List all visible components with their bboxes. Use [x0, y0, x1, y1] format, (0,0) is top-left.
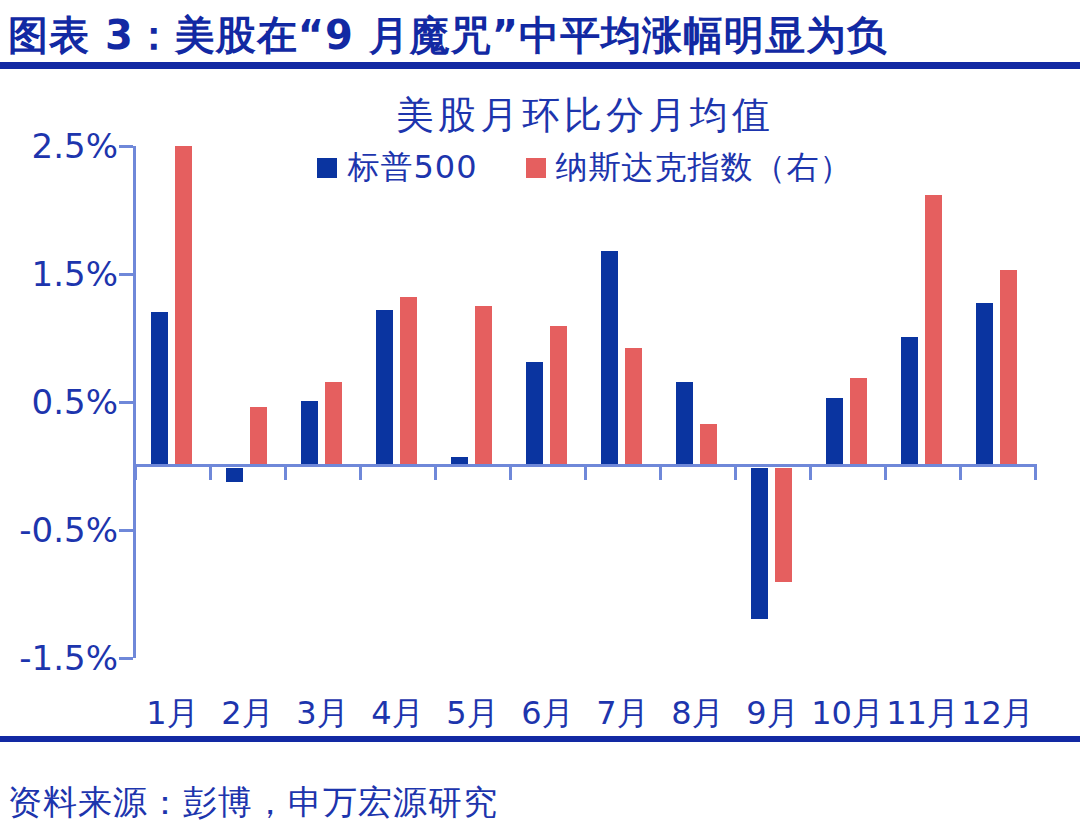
report-figure: 图表 3：美股在“9 月魔咒”中平均涨幅明显为负 美股月环比分月均值 标普500… — [0, 0, 1080, 832]
sp500-bar-2月 — [226, 468, 243, 482]
sp500-bar-7月 — [601, 251, 618, 466]
sp500-bar-3月 — [301, 401, 318, 466]
nasdaq-bar-11月 — [925, 195, 942, 466]
nasdaq-bar-3月 — [325, 382, 342, 466]
y-axis-label: 0.5% — [0, 385, 118, 419]
x-tick — [284, 466, 287, 480]
sp500-bar-12月 — [976, 303, 993, 466]
y-axis-label: -1.5% — [0, 641, 118, 675]
x-tick — [509, 466, 512, 480]
x-tick — [434, 466, 437, 480]
sp500-bar-6月 — [526, 362, 543, 466]
x-tick — [959, 466, 962, 480]
y-tick — [119, 145, 133, 148]
sp500-bar-1月 — [151, 312, 168, 466]
nasdaq-bar-7月 — [625, 348, 642, 466]
y-tick — [119, 273, 133, 276]
plot-area: 2.5%1.5%0.5%-0.5%-1.5%1月2月3月4月5月6月7月8月9月… — [0, 0, 1080, 832]
sp500-bar-8月 — [676, 382, 693, 466]
sp500-bar-4月 — [376, 310, 393, 466]
x-tick — [884, 466, 887, 480]
nasdaq-bar-4月 — [400, 297, 417, 466]
nasdaq-bar-9月 — [775, 468, 792, 582]
x-tick — [134, 466, 137, 480]
x-tick — [209, 466, 212, 480]
x-tick — [809, 466, 812, 480]
source-text: 资料来源：彭博，申万宏源研究 — [8, 780, 498, 826]
nasdaq-bar-12月 — [1000, 270, 1017, 466]
nasdaq-bar-10月 — [850, 378, 867, 466]
x-tick — [734, 466, 737, 480]
nasdaq-bar-1月 — [175, 146, 192, 466]
nasdaq-bar-5月 — [475, 306, 492, 466]
sp500-bar-9月 — [751, 468, 768, 619]
x-axis-label: 12月 — [953, 696, 1043, 730]
footer-divider — [0, 736, 1080, 742]
x-tick — [359, 466, 362, 480]
y-axis-line — [133, 146, 136, 658]
x-tick — [1034, 466, 1037, 480]
y-axis-label: 1.5% — [0, 257, 118, 291]
y-axis-label: -0.5% — [0, 513, 118, 547]
nasdaq-bar-2月 — [250, 407, 267, 466]
x-tick — [584, 466, 587, 480]
y-tick — [119, 529, 133, 532]
nasdaq-bar-6月 — [550, 326, 567, 466]
sp500-bar-11月 — [901, 337, 918, 466]
sp500-bar-10月 — [826, 398, 843, 466]
nasdaq-bar-8月 — [700, 424, 717, 466]
y-tick — [119, 657, 133, 660]
x-tick — [659, 466, 662, 480]
y-axis-label: 2.5% — [0, 129, 118, 163]
y-tick — [119, 401, 133, 404]
